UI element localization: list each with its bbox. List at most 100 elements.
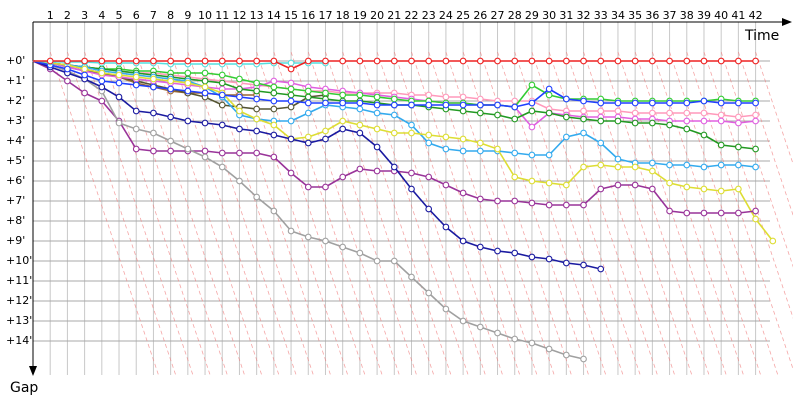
data-point — [115, 119, 123, 127]
data-point — [580, 163, 587, 171]
x-tick-label: 4 — [98, 9, 105, 22]
data-point — [597, 107, 605, 115]
data-point — [752, 215, 759, 223]
data-point — [476, 195, 484, 203]
data-point — [717, 117, 725, 125]
lap-guide — [565, 51, 676, 375]
series — [32, 57, 777, 363]
data-point — [614, 163, 622, 171]
data-point — [201, 147, 209, 155]
data-point — [322, 57, 329, 65]
data-point — [98, 77, 106, 85]
data-point — [304, 57, 312, 65]
data-point — [408, 185, 415, 193]
data-point — [580, 355, 587, 363]
lap-guide — [204, 51, 314, 375]
data-point — [425, 205, 433, 213]
data-point — [545, 201, 553, 209]
series-line — [32, 60, 774, 242]
data-point — [425, 139, 433, 147]
data-point — [666, 57, 673, 65]
data-point — [597, 57, 605, 65]
x-tick-label: 27 — [491, 9, 505, 22]
data-point — [442, 101, 450, 109]
data-point — [270, 89, 278, 97]
x-tick-label: 24 — [439, 9, 453, 22]
data-point — [511, 149, 519, 157]
data-point — [666, 179, 673, 187]
data-point — [425, 57, 433, 65]
data-point — [236, 57, 243, 65]
lap-guide — [428, 51, 538, 375]
data-point — [700, 185, 708, 193]
data-point — [752, 163, 759, 171]
x-tick-label: 25 — [456, 9, 470, 22]
data-point — [580, 261, 587, 269]
x-tick-label: 5 — [116, 9, 123, 22]
lap-guide — [617, 51, 727, 375]
y-tick-label: +8' — [6, 214, 25, 227]
data-point — [408, 57, 415, 65]
data-point — [184, 57, 192, 65]
data-point — [528, 107, 536, 115]
x-tick-label: 2 — [64, 9, 71, 22]
data-point — [270, 153, 278, 161]
data-point — [476, 323, 484, 331]
data-point — [700, 97, 708, 105]
data-point — [700, 117, 708, 125]
data-point — [562, 259, 570, 267]
data-point — [752, 207, 759, 215]
data-point — [132, 125, 140, 133]
data-point — [201, 77, 209, 85]
y-tick-label: +11' — [6, 274, 32, 287]
x-tick-label: 33 — [594, 9, 608, 22]
data-point — [580, 115, 587, 123]
data-point — [64, 57, 71, 65]
data-point — [649, 167, 656, 175]
data-point — [339, 125, 347, 133]
data-point — [184, 79, 192, 87]
data-point — [717, 141, 725, 149]
data-point — [735, 209, 742, 217]
data-point — [150, 57, 157, 65]
data-point — [287, 135, 295, 143]
data-point — [322, 127, 329, 135]
lap-guide — [118, 51, 228, 375]
x-tick-label: 20 — [370, 9, 384, 22]
data-point — [46, 57, 54, 65]
data-point — [631, 181, 639, 189]
data-point — [236, 149, 243, 157]
data-point — [476, 243, 484, 251]
data-point — [425, 131, 433, 139]
x-tick-label: 11 — [215, 9, 229, 22]
data-point — [700, 163, 708, 171]
data-point — [304, 87, 312, 95]
lap-guide — [307, 51, 417, 375]
data-point — [494, 197, 501, 205]
data-point — [81, 71, 88, 79]
lap-guide — [548, 51, 658, 375]
data-point — [356, 91, 364, 99]
data-point — [408, 129, 415, 137]
lap-guide — [221, 51, 331, 375]
data-point — [683, 125, 691, 133]
data-point — [580, 97, 587, 105]
data-point — [132, 107, 140, 115]
data-point — [132, 57, 140, 65]
data-point — [322, 237, 329, 245]
data-point — [339, 99, 347, 107]
data-point — [270, 131, 278, 139]
data-point — [287, 97, 295, 105]
data-point — [167, 77, 174, 85]
data-point — [218, 101, 226, 109]
data-point — [339, 57, 347, 65]
data-point — [390, 163, 398, 171]
data-point — [253, 115, 261, 123]
data-point — [115, 71, 123, 79]
data-point — [631, 163, 639, 171]
lap-guide — [273, 51, 383, 375]
y-tick-label: +9' — [6, 234, 25, 247]
data-point — [132, 81, 140, 89]
lap-guide — [634, 51, 744, 375]
